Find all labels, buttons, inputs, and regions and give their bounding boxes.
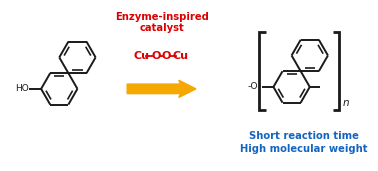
Text: n: n	[342, 98, 349, 108]
FancyArrow shape	[127, 80, 196, 97]
Text: Cu: Cu	[173, 51, 189, 61]
Text: -O-: -O-	[248, 82, 262, 91]
Text: O: O	[151, 51, 161, 61]
Text: HO: HO	[15, 84, 29, 93]
Text: catalyst: catalyst	[139, 23, 184, 33]
Text: High molecular weight: High molecular weight	[240, 144, 368, 154]
Text: O: O	[162, 51, 171, 61]
Text: Short reaction time: Short reaction time	[249, 131, 359, 141]
Text: Enzyme-inspired: Enzyme-inspired	[115, 12, 209, 22]
Text: Cu: Cu	[133, 51, 149, 61]
